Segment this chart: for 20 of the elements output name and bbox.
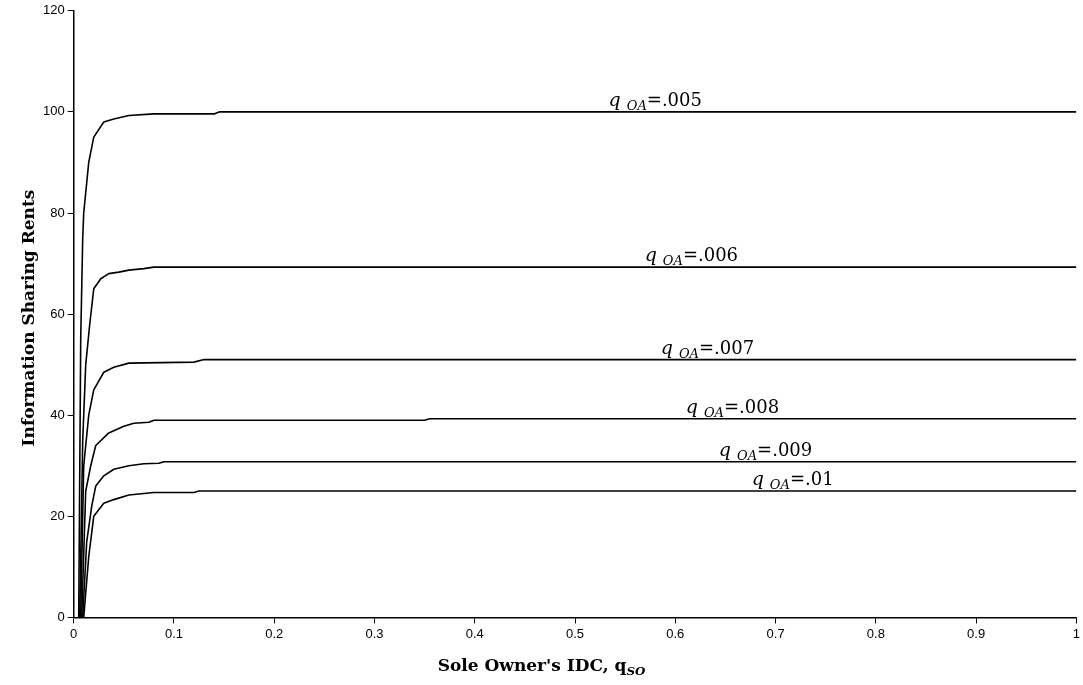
x-tick-label: 0.9 — [967, 625, 986, 641]
x-tick-label: 0.1 — [164, 625, 183, 641]
x-axis-title: Sole Owner's IDC, q$_{SO}$ — [436, 655, 647, 679]
y-tick-label: 80 — [50, 204, 65, 220]
x-tick-label: 0 — [70, 625, 78, 641]
x-tick-label: 1 — [1072, 625, 1080, 641]
y-axis-title: Information Sharing Rents — [18, 189, 38, 447]
y-tick-label: 100 — [42, 103, 65, 119]
y-tick-label: 60 — [50, 305, 65, 321]
x-tick-label: 0.4 — [465, 625, 484, 641]
y-tick-label: 0 — [57, 608, 65, 624]
y-tick-label: 20 — [50, 507, 65, 523]
x-tick-label: 0.7 — [766, 625, 785, 641]
x-tick-label: 0.8 — [866, 625, 885, 641]
y-tick-label: 40 — [50, 406, 65, 422]
x-tick-label: 0.3 — [365, 625, 384, 641]
x-tick-label: 0.5 — [566, 625, 585, 641]
x-tick-label: 0.6 — [666, 625, 685, 641]
x-tick-label: 0.2 — [265, 625, 284, 641]
y-tick-label: 120 — [42, 2, 65, 18]
